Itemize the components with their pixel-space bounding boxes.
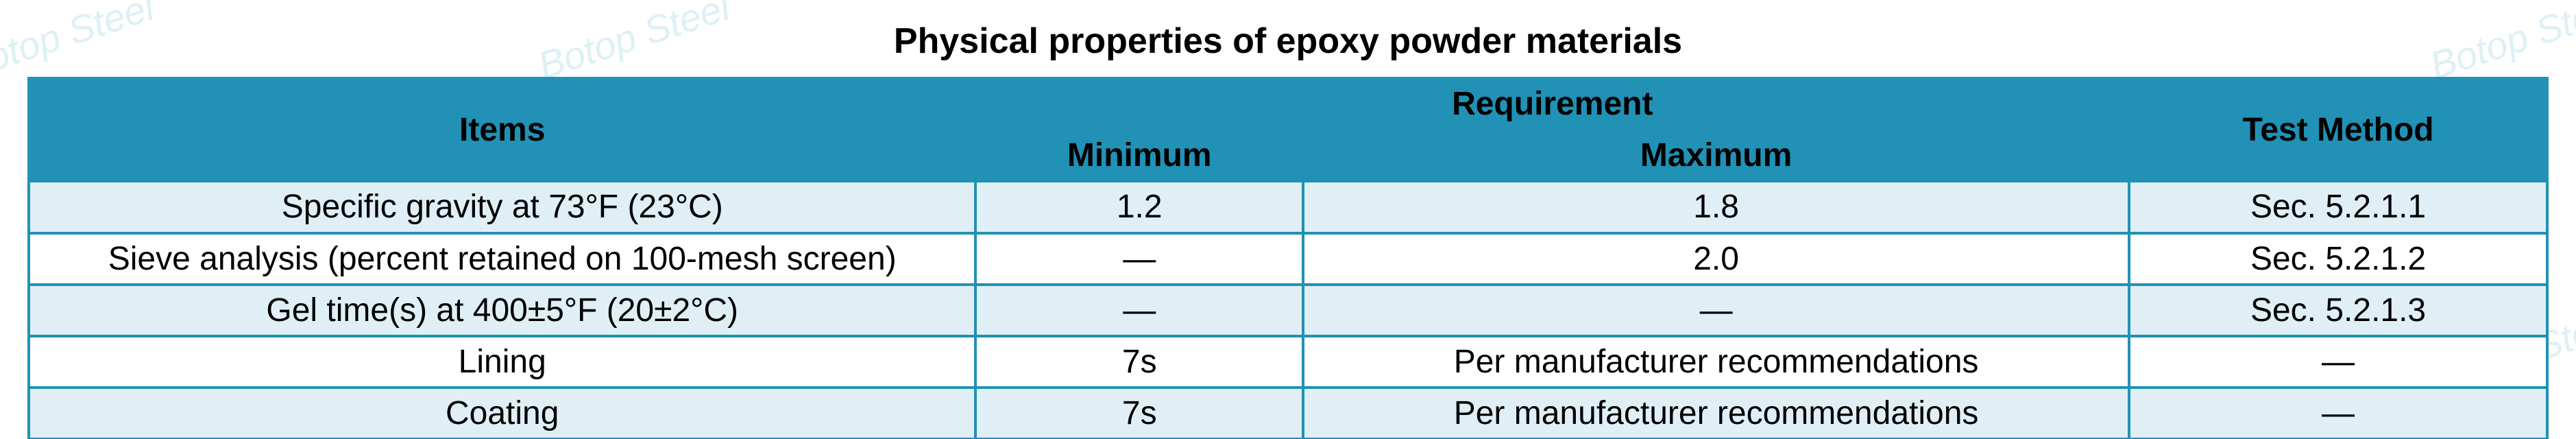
cell-method: Sec. 5.2.1.1 bbox=[2129, 181, 2547, 233]
cell-method: — bbox=[2129, 336, 2547, 388]
cell-method: Sec. 5.2.1.3 bbox=[2129, 285, 2547, 336]
cell-item: Lining bbox=[29, 336, 975, 388]
cell-max: 2.0 bbox=[1303, 233, 2129, 285]
cell-method: — bbox=[2129, 388, 2547, 439]
cell-min: — bbox=[975, 285, 1303, 336]
table-row: Coating 7s Per manufacturer recommendati… bbox=[29, 388, 2547, 439]
table-row: Sieve analysis (percent retained on 100-… bbox=[29, 233, 2547, 285]
page: Physical properties of epoxy powder mate… bbox=[0, 0, 2576, 439]
col-minimum: Minimum bbox=[975, 130, 1303, 181]
table-title: Physical properties of epoxy powder mate… bbox=[27, 21, 2549, 62]
col-items: Items bbox=[29, 78, 975, 181]
cell-min: — bbox=[975, 233, 1303, 285]
cell-max: Per manufacturer recommendations bbox=[1303, 388, 2129, 439]
cell-method: Sec. 5.2.1.2 bbox=[2129, 233, 2547, 285]
cell-max: 1.8 bbox=[1303, 181, 2129, 233]
col-requirement: Requirement bbox=[975, 78, 2129, 130]
table-row: Specific gravity at 73°F (23°C) 1.2 1.8 … bbox=[29, 181, 2547, 233]
cell-max: Per manufacturer recommendations bbox=[1303, 336, 2129, 388]
cell-item: Coating bbox=[29, 388, 975, 439]
table-row: Lining 7s Per manufacturer recommendatio… bbox=[29, 336, 2547, 388]
cell-min: 7s bbox=[975, 388, 1303, 439]
cell-max: — bbox=[1303, 285, 2129, 336]
properties-table: Items Requirement Test Method Minimum Ma… bbox=[27, 77, 2549, 439]
col-test-method: Test Method bbox=[2129, 78, 2547, 181]
cell-item: Specific gravity at 73°F (23°C) bbox=[29, 181, 975, 233]
table-body: Specific gravity at 73°F (23°C) 1.2 1.8 … bbox=[29, 181, 2547, 439]
cell-item: Sieve analysis (percent retained on 100-… bbox=[29, 233, 975, 285]
table-row: Gel time(s) at 400±5°F (20±2°C) — — Sec.… bbox=[29, 285, 2547, 336]
cell-min: 7s bbox=[975, 336, 1303, 388]
col-maximum: Maximum bbox=[1303, 130, 2129, 181]
cell-item: Gel time(s) at 400±5°F (20±2°C) bbox=[29, 285, 975, 336]
cell-min: 1.2 bbox=[975, 181, 1303, 233]
table-header: Items Requirement Test Method Minimum Ma… bbox=[29, 78, 2547, 181]
